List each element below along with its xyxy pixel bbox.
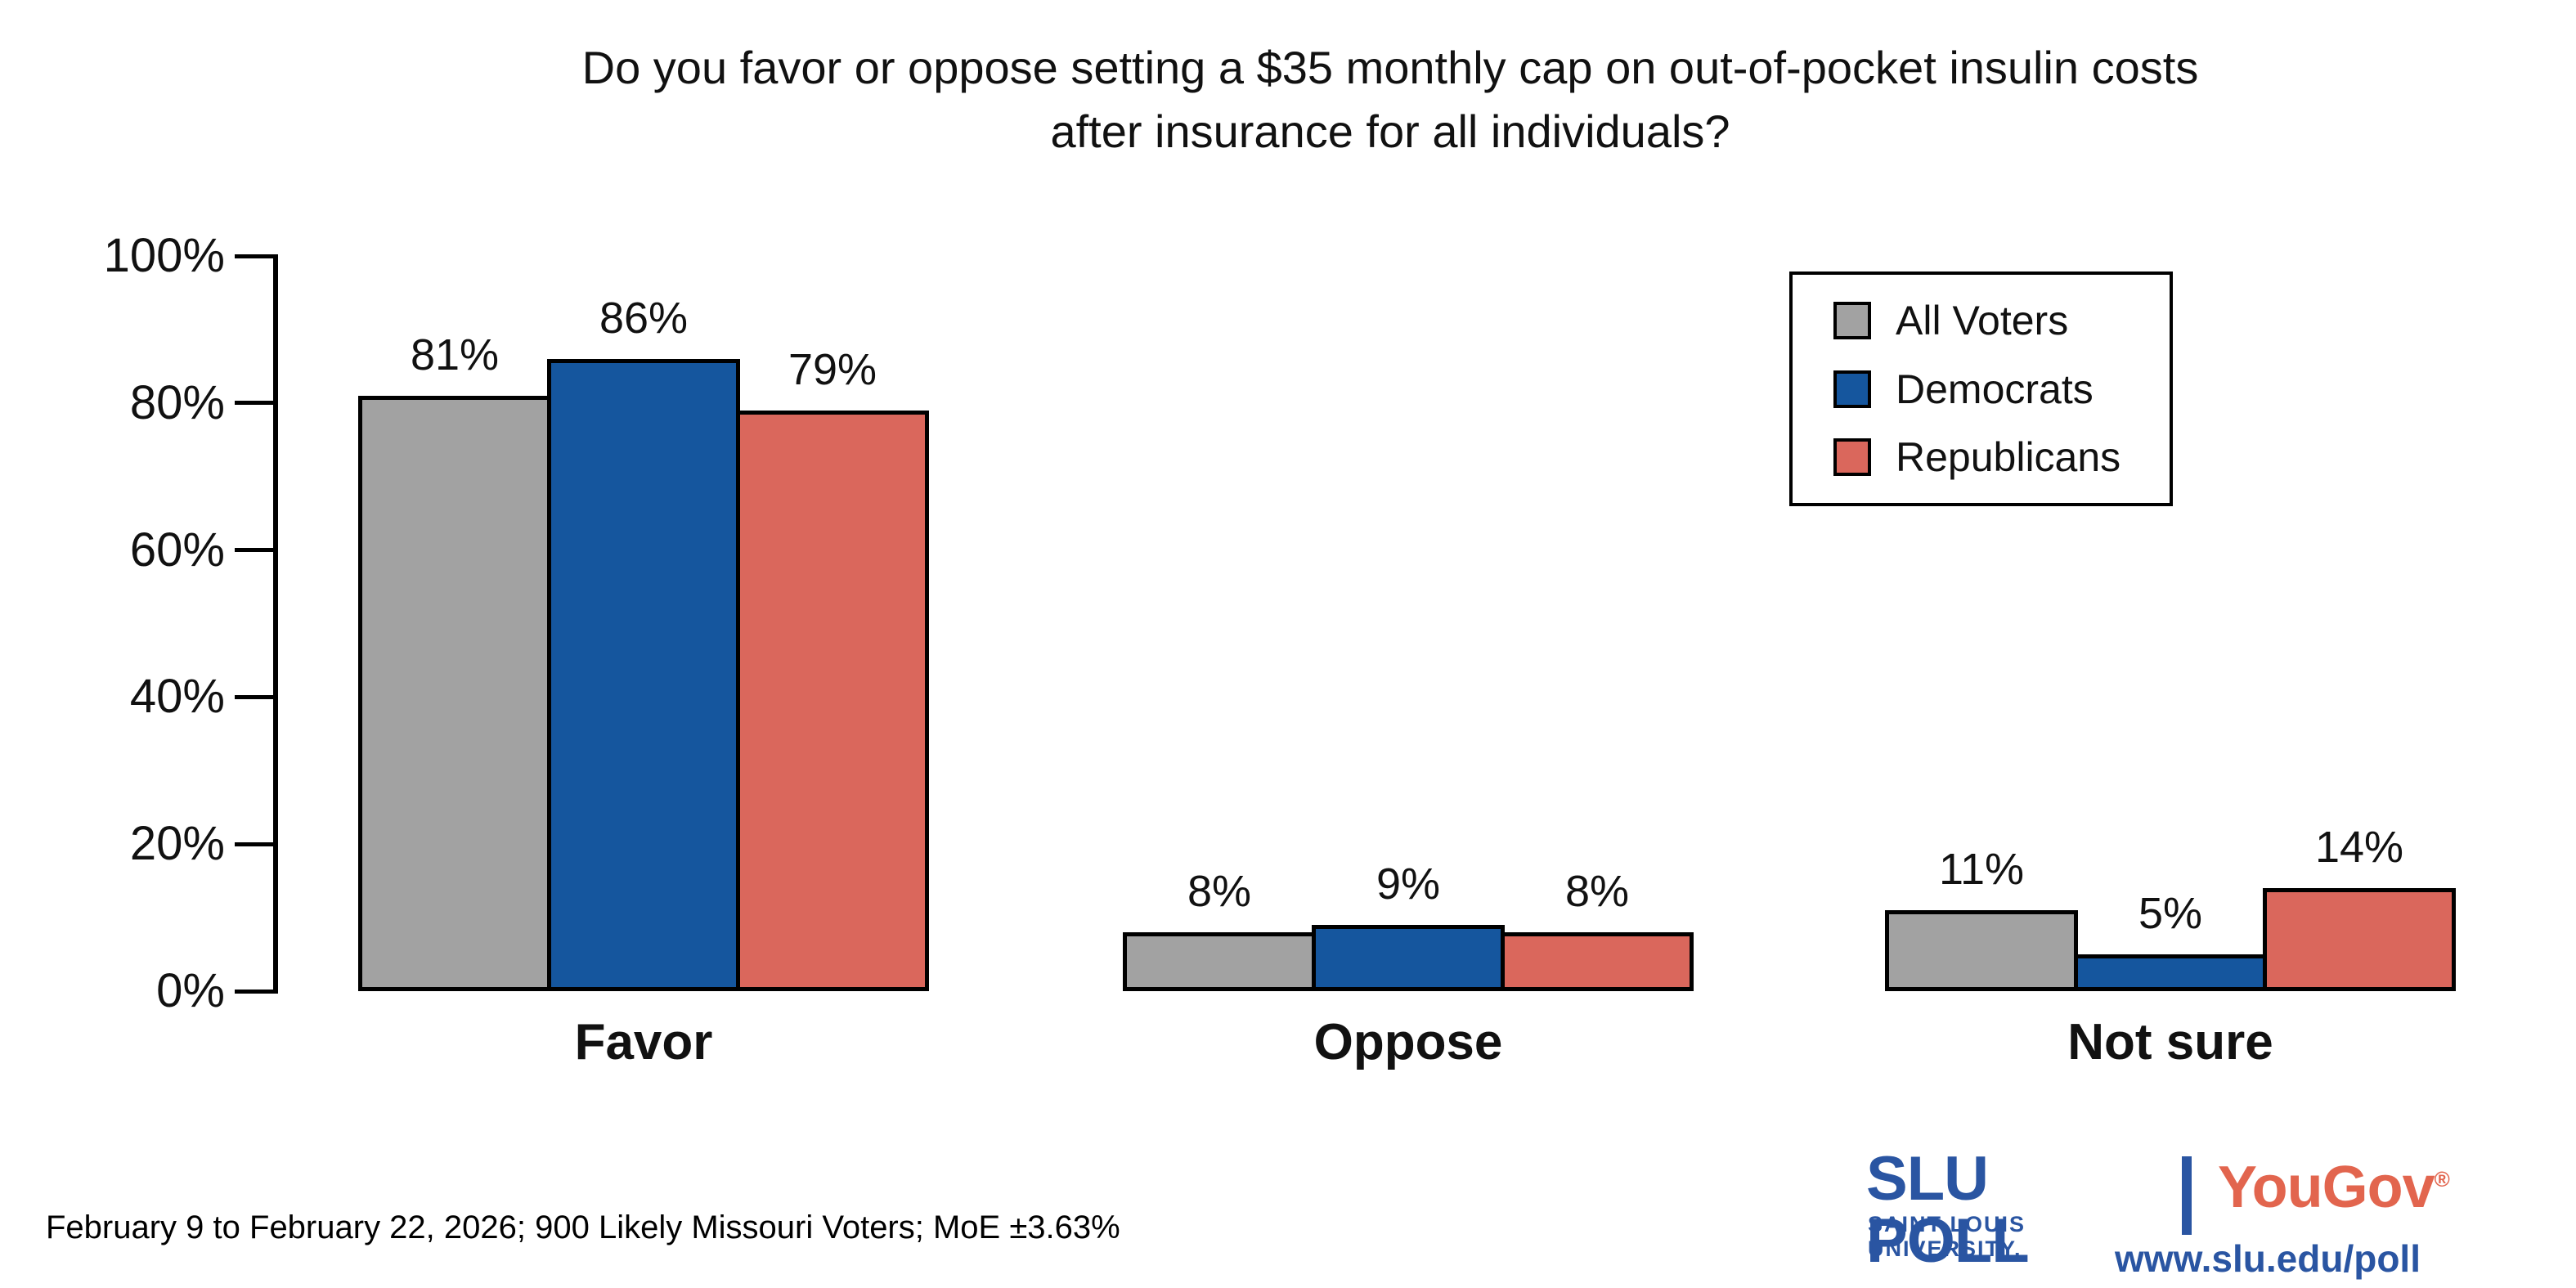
value-label-favor-all-voters: 81% xyxy=(410,330,500,379)
value-label-not-sure-all-voters: 11% xyxy=(1938,845,2025,895)
chart-title: Do you favor or oppose setting a $35 mon… xyxy=(245,36,2535,164)
value-label-not-sure-republicans: 14% xyxy=(2314,823,2404,873)
legend-item-all-voters: All Voters xyxy=(1833,298,2170,343)
bar-not-sure-democrats xyxy=(2074,954,2267,991)
value-label-not-sure-democrats: 5% xyxy=(2138,889,2203,939)
slu-poll-logo: SLU POLL xyxy=(1866,1144,2030,1276)
value-label-oppose-republicans: 8% xyxy=(1564,867,1630,917)
footer-note: February 9 to February 22, 2026; 900 Lik… xyxy=(46,1209,1120,1245)
legend-label-republicans: Republicans xyxy=(1896,433,2121,480)
legend-label-democrats: Democrats xyxy=(1896,366,2094,412)
legend-box: All Voters Democrats Republicans xyxy=(1789,272,2173,506)
y-tick-label-80: 80% xyxy=(129,375,225,429)
legend-swatch-republicans xyxy=(1833,438,1871,476)
category-label-favor: Favor xyxy=(574,1014,713,1070)
bar-oppose-democrats xyxy=(1312,925,1505,991)
y-tick-mark-100 xyxy=(235,254,273,258)
y-tick-label-100: 100% xyxy=(103,229,225,282)
legend-item-republicans: Republicans xyxy=(1833,435,2170,479)
value-label-favor-democrats: 86% xyxy=(599,293,689,343)
slu-subtitle: SAINT LOUIS UNIVERSITY. xyxy=(1868,1212,2026,1261)
brand-separator-bar xyxy=(2182,1156,2192,1235)
y-tick-label-0: 0% xyxy=(156,964,225,1017)
bar-favor-republicans xyxy=(736,410,929,991)
value-label-oppose-all-voters: 8% xyxy=(1187,867,1252,917)
y-tick-mark-40 xyxy=(235,694,273,699)
yougov-logo: YouGov® xyxy=(2218,1155,2450,1220)
y-tick-label-60: 60% xyxy=(129,523,225,577)
y-tick-mark-0 xyxy=(235,989,273,994)
y-tick-label-40: 40% xyxy=(129,670,225,724)
legend-item-democrats: Democrats xyxy=(1833,367,2170,411)
y-tick-label-20: 20% xyxy=(129,817,225,871)
registered-mark: ® xyxy=(2434,1167,2450,1192)
slu-poll-url: www.slu.edu/poll xyxy=(2115,1237,2421,1280)
bar-not-sure-all-voters xyxy=(1885,910,2078,991)
category-label-oppose: Oppose xyxy=(1313,1014,1503,1070)
y-axis-line xyxy=(273,254,278,994)
legend-swatch-democrats xyxy=(1833,370,1871,408)
legend-swatch-all-voters xyxy=(1833,302,1871,340)
yougov-text: YouGov xyxy=(2218,1155,2435,1220)
bar-oppose-republicans xyxy=(1501,932,1694,991)
legend-label-all-voters: All Voters xyxy=(1896,298,2069,344)
value-label-favor-republicans: 79% xyxy=(788,344,877,394)
bar-not-sure-republicans xyxy=(2263,888,2456,991)
value-label-oppose-democrats: 9% xyxy=(1376,859,1441,909)
bar-favor-democrats xyxy=(547,358,740,991)
bar-oppose-all-voters xyxy=(1123,932,1316,991)
chart-title-line-1: Do you favor or oppose setting a $35 mon… xyxy=(581,42,2199,93)
y-tick-mark-60 xyxy=(235,548,273,553)
category-label-not-sure: Not sure xyxy=(2067,1014,2273,1070)
chart-title-line-2: after insurance for all individuals? xyxy=(1050,105,1730,157)
bar-favor-all-voters xyxy=(358,395,551,991)
y-tick-mark-20 xyxy=(235,841,273,846)
y-tick-mark-80 xyxy=(235,401,273,406)
